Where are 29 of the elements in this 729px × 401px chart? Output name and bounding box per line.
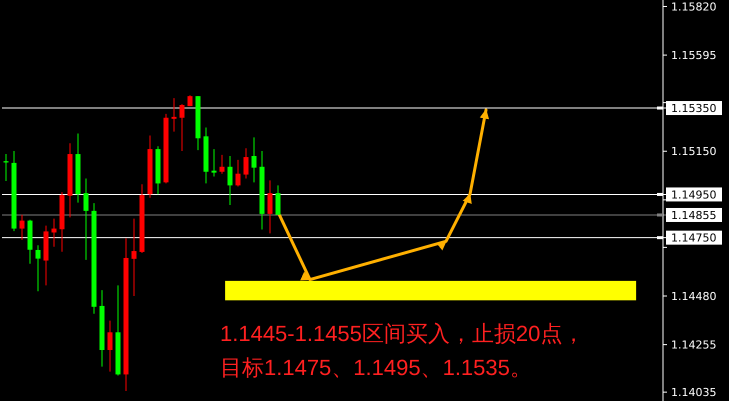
candlestick [180, 104, 184, 152]
candlestick [172, 98, 176, 132]
ref-line-label: 1.14750 [671, 232, 716, 245]
y-tick-label: 1.15820 [671, 0, 716, 14]
candlestick [252, 136, 256, 183]
candlestick [276, 184, 280, 216]
candlestick [220, 154, 224, 174]
candlestick [84, 178, 88, 260]
ref-line-label: 1.15350 [671, 102, 716, 116]
candlestick [228, 155, 232, 206]
ref-line-label: 1.14855 [671, 208, 716, 222]
ref-line-label: 1.14950 [671, 188, 716, 202]
annotation: 1.1445-1.1455区间买入，止损20点， [220, 321, 584, 346]
y-tick-label: 1.14255 [671, 338, 716, 352]
candlestick [244, 148, 248, 179]
candlestick [36, 244, 40, 292]
y-tick-label: 1.15150 [671, 145, 716, 158]
candlestick [108, 320, 112, 372]
candlestick [236, 159, 240, 187]
candlestick [212, 148, 216, 178]
candlestick [52, 218, 56, 248]
candlestick [4, 154, 8, 182]
y-tick-label: 1.14035 [671, 386, 716, 400]
y-tick-label: 1.14480 [671, 290, 716, 303]
candlestick [268, 180, 272, 234]
y-tick-label: 1.15595 [671, 49, 716, 62]
annotation: 目标1.1475、1.1495、1.1535。 [220, 355, 532, 380]
candlestick [132, 218, 136, 296]
candlestick [20, 214, 24, 240]
